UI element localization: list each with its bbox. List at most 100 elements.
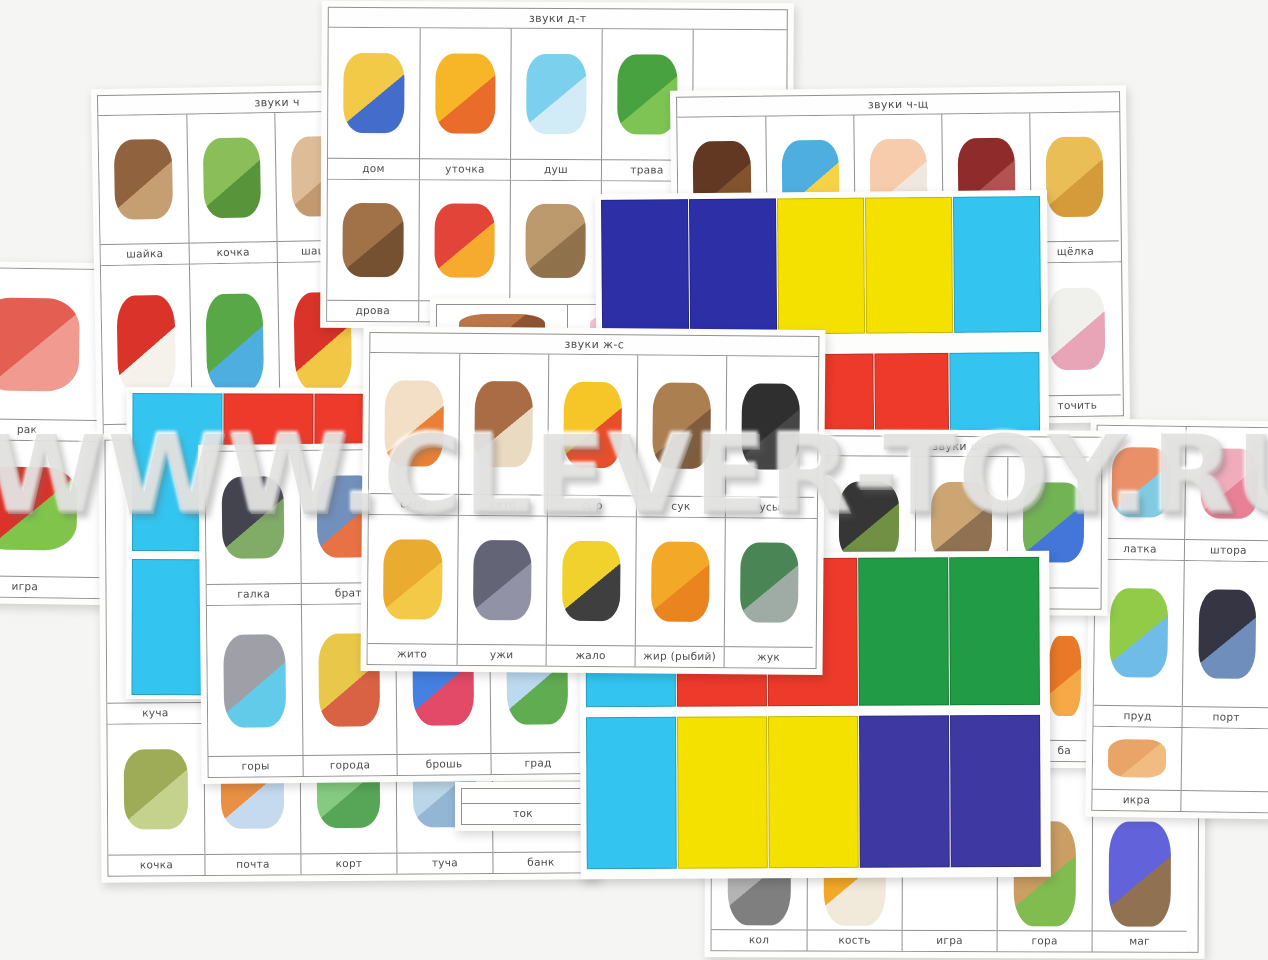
word-illustration bbox=[547, 517, 636, 646]
word-label: жир (рыбий) bbox=[635, 645, 724, 668]
word-cell: горы bbox=[206, 604, 303, 777]
word-illustration bbox=[636, 517, 725, 646]
word-label: сало bbox=[368, 493, 459, 515]
sound-color-block bbox=[949, 556, 1040, 706]
illustration-blob bbox=[1200, 448, 1259, 519]
word-label: банк bbox=[493, 851, 589, 873]
illustration-blob bbox=[434, 203, 495, 278]
word-illustration bbox=[510, 181, 601, 301]
word-illustration bbox=[328, 28, 420, 158]
illustration-blob bbox=[221, 476, 285, 559]
word-illustration bbox=[420, 28, 511, 158]
word-cell: ток bbox=[462, 789, 584, 824]
word-label: жук bbox=[724, 646, 813, 668]
word-illustration bbox=[368, 515, 458, 644]
word-label: галка bbox=[206, 582, 301, 605]
illustration-blob bbox=[472, 540, 532, 621]
word-cell: уточка bbox=[418, 28, 511, 180]
scheme-row bbox=[600, 196, 1042, 336]
word-label: шайка bbox=[100, 242, 189, 266]
word-label: жито bbox=[367, 643, 457, 665]
word-illustration bbox=[369, 353, 459, 494]
word-cell: порт bbox=[1181, 560, 1268, 729]
word-cell: кочка bbox=[107, 724, 205, 876]
sound-color-block bbox=[874, 352, 950, 440]
word-label: гора bbox=[997, 930, 1092, 952]
word-cell: ужи bbox=[456, 515, 547, 666]
word-cell: жало bbox=[545, 516, 636, 667]
card-row: сало сито сыр сук усы bbox=[368, 353, 819, 519]
word-label bbox=[1181, 789, 1268, 813]
illustration-blob bbox=[342, 202, 404, 278]
word-cell: сито bbox=[457, 353, 549, 516]
word-illustration bbox=[1182, 728, 1268, 791]
word-label: порт bbox=[1182, 705, 1268, 729]
scheme-row bbox=[586, 714, 1045, 870]
illustration-blob bbox=[113, 139, 174, 220]
card-grid: латка штора пруд порт икра bbox=[1091, 424, 1268, 814]
word-label: ток bbox=[462, 803, 584, 824]
word-illustration bbox=[1183, 561, 1268, 707]
word-label: уточка bbox=[419, 158, 511, 180]
word-cell: рак bbox=[0, 267, 108, 442]
word-label: дрова bbox=[327, 299, 419, 322]
sound-color-block bbox=[768, 715, 859, 869]
word-label: туча bbox=[397, 852, 493, 874]
illustration-blob bbox=[435, 53, 496, 134]
word-label: кочка bbox=[108, 854, 205, 876]
word-cell: дом bbox=[327, 27, 420, 180]
word-cell: сук bbox=[635, 355, 727, 518]
illustration-blob bbox=[202, 137, 262, 218]
word-label: жало bbox=[546, 644, 635, 667]
word-cell: усы bbox=[724, 356, 816, 518]
word-label: горы bbox=[208, 754, 303, 777]
sound-color-block bbox=[949, 352, 1041, 439]
word-label: брошь bbox=[397, 753, 491, 775]
word-label: куча bbox=[107, 702, 204, 724]
illustration-blob bbox=[739, 542, 799, 623]
card-row: пруд порт bbox=[1093, 559, 1268, 730]
word-label: дом bbox=[327, 157, 420, 180]
word-label: усы bbox=[725, 496, 815, 518]
illustration-blob bbox=[1048, 636, 1082, 716]
word-label: города bbox=[303, 754, 397, 776]
illustration-blob bbox=[1109, 587, 1169, 679]
illustration-blob bbox=[526, 53, 587, 135]
word-illustration bbox=[726, 356, 815, 497]
sound-color-block bbox=[950, 714, 1041, 868]
illustration-blob bbox=[652, 382, 712, 470]
word-label: кочка bbox=[189, 241, 277, 264]
word-illustration bbox=[637, 355, 726, 496]
word-cell: сыр bbox=[546, 354, 638, 517]
illustration-blob bbox=[1107, 738, 1167, 778]
word-illustration bbox=[548, 355, 637, 496]
word-illustration bbox=[205, 451, 300, 584]
word-label: корт bbox=[301, 852, 397, 875]
scheme-row bbox=[799, 352, 1043, 441]
word-label: ужи bbox=[457, 643, 546, 666]
illustration-blob bbox=[1111, 447, 1171, 518]
word-cell: игра bbox=[0, 438, 105, 599]
word-label: игра bbox=[0, 574, 103, 599]
card-sounds-zh-s: звуки ж-с сало сито сыр сук усы bbox=[360, 325, 826, 676]
word-label: икра bbox=[1092, 788, 1181, 811]
card-row: жито ужи жало жир (рыбий) жук bbox=[367, 515, 817, 668]
word-label: почта bbox=[205, 853, 301, 876]
word-cell: кочка bbox=[186, 113, 277, 264]
word-illustration bbox=[0, 440, 105, 577]
word-label: сито bbox=[458, 493, 548, 516]
word-label: кол bbox=[711, 929, 807, 951]
illustration-blob bbox=[343, 52, 405, 134]
card-row: латка штора bbox=[1095, 425, 1268, 563]
illustration-blob bbox=[116, 294, 177, 394]
illustration-blob bbox=[0, 296, 81, 392]
illustration-blob bbox=[0, 465, 78, 552]
word-label: сыр bbox=[547, 494, 637, 517]
word-label: сук bbox=[636, 495, 726, 518]
illustration-blob bbox=[223, 633, 287, 728]
card-grid: ток bbox=[461, 788, 584, 825]
card-grid: рак игра bbox=[0, 266, 109, 600]
illustration-blob bbox=[123, 748, 188, 830]
word-label: штора bbox=[1184, 539, 1268, 562]
word-cell: жир (рыбий) bbox=[634, 517, 725, 668]
